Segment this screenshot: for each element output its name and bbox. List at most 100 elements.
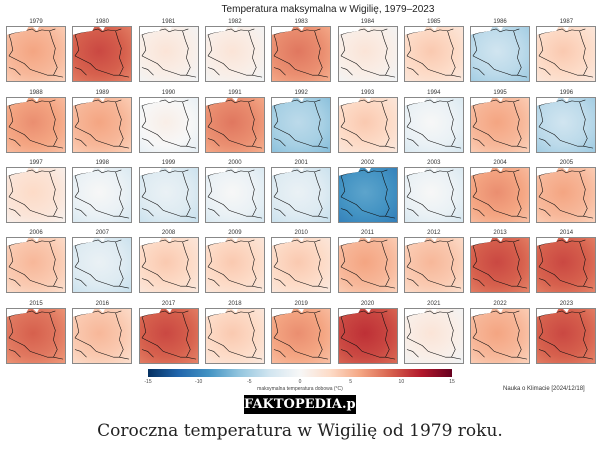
map-panel-1990: 1990 xyxy=(138,89,199,153)
panel-year-label: 1980 xyxy=(95,19,109,25)
colorbar-tick-label: -10 xyxy=(195,379,203,385)
panel-year-label: 2003 xyxy=(427,160,441,166)
colorbar xyxy=(148,369,452,377)
panel-year-label: 1989 xyxy=(95,90,109,96)
country-border-lines xyxy=(471,27,528,78)
map-panel-1997: 1997 xyxy=(6,159,66,223)
map-panel-2019: 2019 xyxy=(271,300,332,364)
map-panel-2009: 2009 xyxy=(204,229,265,293)
map-panel-1982: 1982 xyxy=(204,18,265,82)
panel-year-label: 1996 xyxy=(559,90,574,96)
panel-year-label: 2015 xyxy=(29,301,43,307)
map-panel-2007: 2007 xyxy=(72,229,133,293)
country-border-lines xyxy=(404,309,461,360)
temperature-map xyxy=(72,237,133,293)
country-border-lines xyxy=(139,27,196,78)
country-border-lines xyxy=(471,238,528,289)
country-border-lines xyxy=(272,309,329,360)
map-panel-2012: 2012 xyxy=(403,229,464,293)
panel-year-label: 1983 xyxy=(294,19,308,25)
map-panel-1993: 1993 xyxy=(337,89,398,153)
panel-year-label: 2002 xyxy=(360,160,375,166)
map-panel-2013: 2013 xyxy=(470,229,531,293)
colorbar-label: maksymalna temperatura dobowa (°C) xyxy=(257,386,343,392)
temperature-map xyxy=(204,308,265,364)
panel-year-label: 1981 xyxy=(161,19,176,25)
temperature-map xyxy=(6,167,66,223)
temperature-map xyxy=(470,26,531,82)
panel-year-label: 2023 xyxy=(559,301,574,307)
temperature-map xyxy=(271,26,332,82)
country-border-lines xyxy=(537,168,594,219)
temperature-map xyxy=(403,167,464,223)
map-panel-1983: 1983 xyxy=(271,18,332,82)
map-panel-2003: 2003 xyxy=(403,159,464,223)
panel-year-label: 1979 xyxy=(29,19,43,25)
map-panel-1995: 1995 xyxy=(470,89,531,153)
temperature-map xyxy=(536,237,597,293)
country-border-lines xyxy=(338,98,395,149)
country-border-lines xyxy=(205,309,263,360)
temperature-map xyxy=(204,167,265,223)
panel-year-label: 2016 xyxy=(95,301,109,307)
map-panel-2004: 2004 xyxy=(470,159,531,223)
country-border-lines xyxy=(272,98,329,149)
panel-year-label: 1985 xyxy=(427,19,441,25)
country-border-lines xyxy=(139,309,196,360)
map-panel-1987: 1987 xyxy=(536,18,597,82)
panel-year-label: 2021 xyxy=(427,301,441,307)
country-border-lines xyxy=(139,238,196,289)
panel-year-label: 2018 xyxy=(228,301,242,307)
map-panel-1988: 1988 xyxy=(6,89,66,153)
country-border-lines xyxy=(7,98,64,149)
temperature-map xyxy=(337,97,398,153)
temperature-map xyxy=(403,97,464,153)
country-border-lines xyxy=(471,168,528,219)
map-panel-2000: 2000 xyxy=(204,159,265,223)
temperature-map xyxy=(72,97,133,153)
panel-year-label: 2007 xyxy=(95,230,109,236)
country-border-lines xyxy=(404,27,461,78)
temperature-map xyxy=(138,308,199,364)
country-border-lines xyxy=(7,27,64,78)
temperature-map xyxy=(470,97,531,153)
panel-year-label: 2017 xyxy=(161,301,176,307)
temperature-map xyxy=(536,26,597,82)
map-panel-1992: 1992 xyxy=(271,89,332,153)
colorbar-tick-label: 0 xyxy=(298,379,302,385)
country-border-lines xyxy=(205,168,263,219)
map-panel-2006: 2006 xyxy=(6,229,66,293)
temperature-map xyxy=(6,97,66,153)
panel-year-label: 2001 xyxy=(294,160,308,166)
country-border-lines xyxy=(537,98,594,149)
country-border-lines xyxy=(404,168,461,219)
caption: Coroczna temperatura w Wigilię od 1979 r… xyxy=(97,421,503,441)
country-border-lines xyxy=(338,309,395,360)
map-panel-1981: 1981 xyxy=(138,18,199,82)
map-panel-1985: 1985 xyxy=(403,18,464,82)
temperature-map xyxy=(337,308,398,364)
map-panel-1984: 1984 xyxy=(337,18,398,82)
country-border-lines xyxy=(471,309,528,360)
panel-year-label: 1984 xyxy=(360,19,375,25)
temperature-map xyxy=(337,26,398,82)
panel-year-label: 1986 xyxy=(493,19,507,25)
panel-year-label: 2004 xyxy=(493,160,507,166)
map-panel-2015: 2015 xyxy=(6,300,66,364)
watermark-logo: FAKTOPEDIA.pl xyxy=(244,395,361,414)
panel-year-label: 1992 xyxy=(294,90,308,96)
country-border-lines xyxy=(205,98,263,149)
country-border-lines xyxy=(272,168,329,219)
panel-year-label: 2012 xyxy=(427,230,441,236)
colorbar-tick-label: 5 xyxy=(349,379,353,385)
map-panel-2022: 2022 xyxy=(470,300,531,364)
temperature-map xyxy=(536,97,597,153)
temperature-map xyxy=(271,97,332,153)
map-panel-1991: 1991 xyxy=(204,89,265,153)
country-border-lines xyxy=(205,27,263,78)
map-panel-2001: 2001 xyxy=(271,159,332,223)
map-panel-1979: 1979 xyxy=(6,18,66,82)
temperature-map xyxy=(403,237,464,293)
temperature-map xyxy=(204,237,265,293)
temperature-map xyxy=(6,308,66,364)
